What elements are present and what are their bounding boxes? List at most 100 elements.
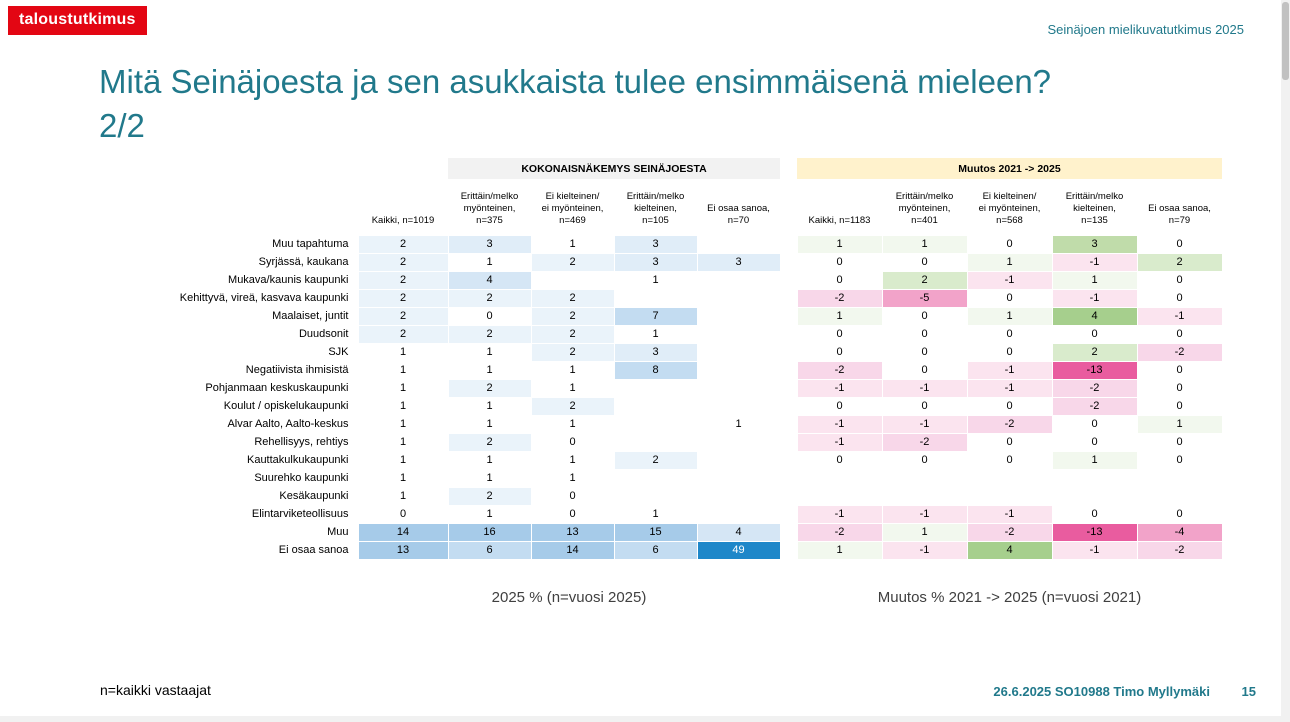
data-cell: 0	[796, 270, 883, 290]
data-cell: -1	[1051, 288, 1138, 308]
column-gap	[780, 271, 797, 289]
data-cell	[696, 288, 781, 308]
row-label: Kesäkaupunki	[279, 490, 349, 502]
data-cell	[696, 360, 781, 380]
data-cell: 1	[530, 414, 615, 434]
page-title: Mitä Seinäjoesta ja sen asukkaista tulee…	[99, 60, 1229, 147]
data-cell: 1	[796, 306, 883, 326]
data-cell: 49	[696, 540, 781, 560]
data-cell: 2	[357, 288, 449, 308]
column-gap	[780, 433, 797, 451]
data-cell: 1	[613, 324, 698, 344]
data-cell: 1	[796, 234, 883, 254]
data-cell: 0	[1136, 324, 1223, 344]
data-cell: 2	[447, 324, 532, 344]
data-cell: 1	[447, 414, 532, 434]
data-cell: 1	[447, 450, 532, 470]
data-cell: 0	[1136, 504, 1223, 524]
data-cell: 0	[1136, 288, 1223, 308]
footnote: n=kaikki vastaajat	[100, 682, 211, 698]
data-cell: -2	[796, 360, 883, 380]
row-label: SJK	[328, 346, 349, 358]
data-cell: 3	[613, 252, 698, 272]
data-cell: -2	[966, 522, 1053, 542]
data-cell: 1	[447, 252, 532, 272]
data-cell: 0	[796, 324, 883, 344]
column-header: Kaikki, n=1183	[808, 215, 871, 227]
data-cell: 0	[1136, 360, 1223, 380]
data-cell: 0	[966, 288, 1053, 308]
vertical-scrollbar[interactable]	[1281, 0, 1290, 722]
row-label: Alvar Aalto, Aalto-keskus	[227, 418, 349, 430]
data-cell: 3	[613, 342, 698, 362]
data-cell: 0	[1136, 378, 1223, 398]
data-cell: 1	[966, 306, 1053, 326]
table-row: Maalaiset, juntit 2 0 2 7 1 0 1 4 -1	[100, 306, 1223, 326]
column-header-row: Kaikki, n=1019 Erittäin/melko myönteinen…	[100, 179, 1222, 235]
row-label: Kehittyvä, vireä, kasvava kaupunki	[179, 292, 349, 304]
data-cell	[613, 432, 698, 452]
data-cell: -1	[1051, 252, 1138, 272]
data-cell	[696, 324, 781, 344]
data-cell	[1051, 468, 1138, 488]
title-line1: Mitä Seinäjoesta ja sen asukkaista tulee…	[99, 63, 1052, 100]
data-cell: -2	[881, 432, 968, 452]
data-cell: -1	[881, 540, 968, 560]
data-cell	[613, 468, 698, 488]
data-cell: 0	[357, 504, 449, 524]
table-row: Mukava/kaunis kaupunki 2 4 1 0 2 -1 1 0	[100, 270, 1223, 290]
data-cell: -1	[966, 360, 1053, 380]
title-line2: 2/2	[99, 106, 145, 144]
horizontal-scrollbar[interactable]	[0, 716, 1290, 722]
data-cell: -1	[796, 378, 883, 398]
column-header: Kaikki, n=1019	[371, 215, 435, 227]
data-cell: 0	[796, 342, 883, 362]
data-cell	[696, 378, 781, 398]
data-cell: 0	[447, 306, 532, 326]
row-label: Suurehko kaupunki	[254, 472, 349, 484]
data-cell: -1	[881, 378, 968, 398]
table-row: SJK 1 1 2 3 0 0 0 2 -2	[100, 342, 1223, 362]
data-cell	[1136, 486, 1223, 506]
table-row: Muu 14 16 13 15 4 -2 1 -2 -13 -4	[100, 522, 1223, 542]
data-cell	[1051, 486, 1138, 506]
data-cell: 1	[530, 378, 615, 398]
data-cell: -1	[966, 270, 1053, 290]
data-cell	[696, 270, 781, 290]
data-cell	[613, 414, 698, 434]
data-cell: 1	[447, 342, 532, 362]
data-cell: 0	[881, 450, 968, 470]
right-table-caption: Muutos % 2021 -> 2025 (n=vuosi 2021)	[877, 589, 1142, 606]
data-cell: 0	[1136, 270, 1223, 290]
column-gap	[780, 379, 797, 397]
results-table: KOKONAISNÄKEMYS SEINÄJOESTA Muutos 2021 …	[100, 158, 1223, 560]
data-cell	[613, 396, 698, 416]
column-header: Erittäin/melko kielteinen, n=105	[626, 191, 685, 227]
data-cell: 0	[881, 324, 968, 344]
data-cell	[881, 468, 968, 488]
data-cell: 14	[530, 540, 615, 560]
data-cell: 1	[530, 450, 615, 470]
table-row: Elintarviketeollisuus 0 1 0 1 -1 -1 -1 0 0	[100, 504, 1223, 524]
data-cell: 0	[530, 504, 615, 524]
data-cell: 2	[447, 288, 532, 308]
data-cell: 2	[447, 378, 532, 398]
data-cell: 14	[357, 522, 449, 542]
data-cell: -5	[881, 288, 968, 308]
data-cell: 1	[796, 540, 883, 560]
row-label: Muu	[327, 526, 349, 538]
data-cell: 6	[447, 540, 532, 560]
data-cell: 1	[357, 468, 449, 488]
data-cell: 0	[530, 486, 615, 506]
scrollbar-thumb[interactable]	[1282, 2, 1289, 80]
data-cell: 1	[357, 414, 449, 434]
column-gap	[780, 451, 797, 469]
data-cell: 4	[447, 270, 532, 290]
data-cell: 1	[357, 378, 449, 398]
row-label: Muu tapahtuma	[272, 238, 349, 250]
data-cell: 1	[357, 486, 449, 506]
data-cell: 0	[881, 306, 968, 326]
footer-meta: 26.6.2025 SO10988 Timo Myllymäki	[993, 684, 1210, 699]
logo-text: taloustutkimus	[19, 11, 136, 28]
column-header: Ei kielteinen/ ei myönteinen, n=469	[541, 191, 604, 227]
